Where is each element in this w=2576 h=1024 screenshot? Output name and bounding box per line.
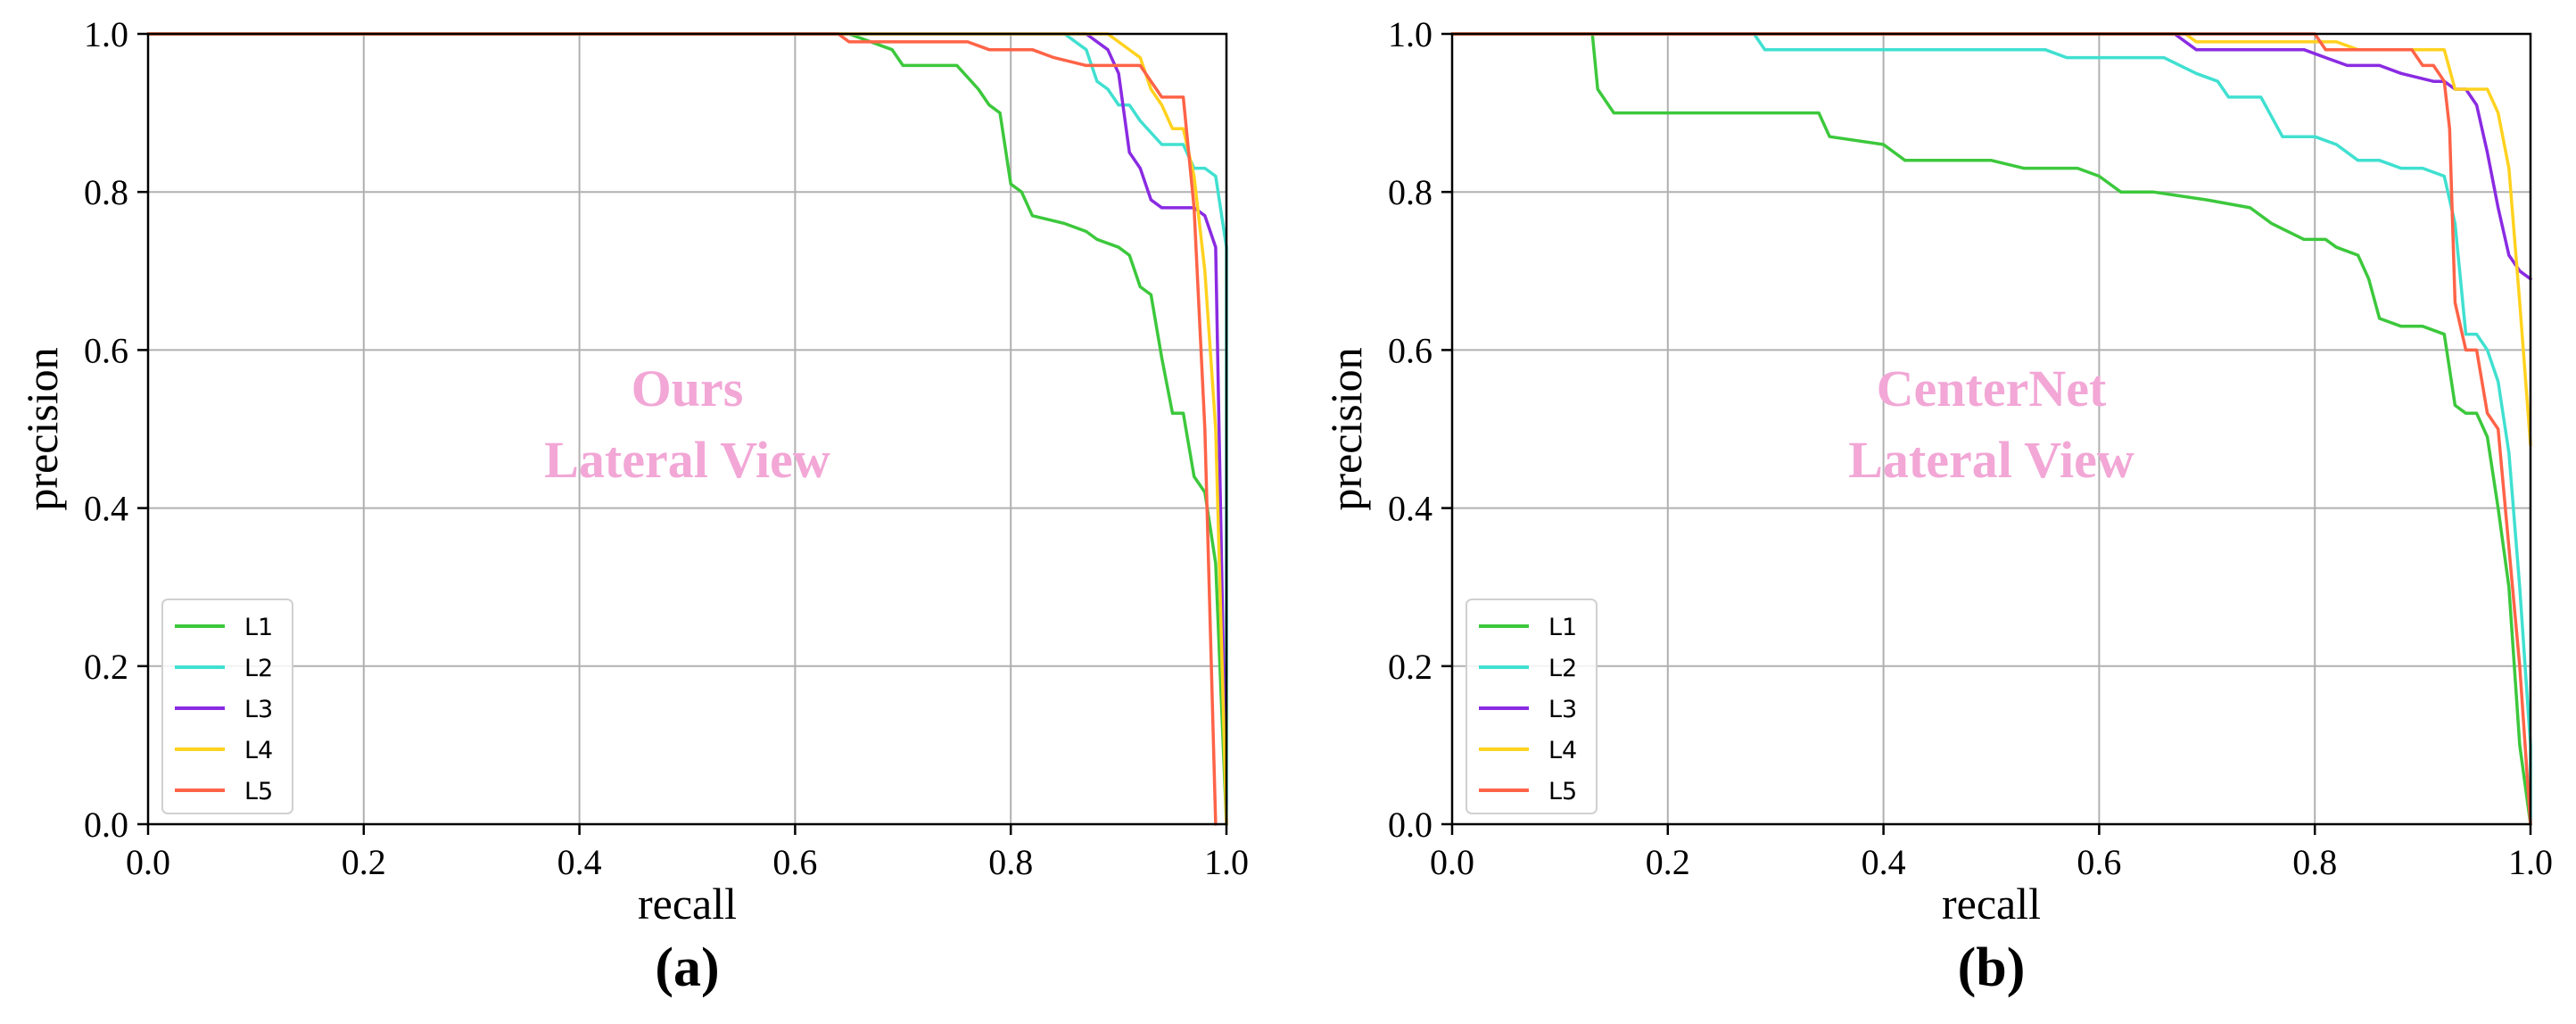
x-tick-label: 0.2 — [1646, 842, 1690, 882]
legend-label: L2 — [244, 655, 273, 682]
x-tick-label: 1.0 — [2508, 842, 2553, 882]
y-tick-label: 0.6 — [84, 330, 128, 370]
legend-label: L3 — [1548, 696, 1577, 723]
legend: L1 L2 L3 L4 L5 — [161, 599, 293, 814]
watermark-text: Lateral View — [1848, 431, 2134, 489]
y-tick-label: 0.6 — [1388, 330, 1432, 370]
series-line-l4 — [1450, 32, 2532, 447]
legend-label: L5 — [244, 778, 273, 805]
y-tick-label: 0.8 — [84, 172, 128, 212]
y-tick-label: 0.2 — [1388, 647, 1432, 687]
y-tick-label: 0.2 — [84, 647, 128, 687]
watermark-text: Lateral View — [544, 431, 830, 489]
x-tick-label: 0.8 — [2292, 842, 2337, 882]
series-line-l4 — [146, 32, 1228, 826]
y-tick-label: 0.4 — [1388, 489, 1432, 529]
legend-label: L1 — [244, 614, 273, 641]
x-tick-label: 0.4 — [1862, 842, 1906, 882]
panel-label: (b) — [1958, 937, 2026, 998]
y-tick-label: 0.0 — [1388, 805, 1432, 845]
y-tick-label: 1.0 — [84, 14, 128, 54]
x-tick-label: 0.4 — [557, 842, 602, 882]
y-tick-label: 0.0 — [84, 805, 128, 845]
x-tick-label: 0.2 — [342, 842, 386, 882]
series-line-l2 — [146, 32, 1228, 826]
y-tick-label: 0.4 — [84, 489, 128, 529]
x-tick-label: 0.8 — [988, 842, 1033, 882]
plot-frame — [146, 32, 1228, 826]
chart-panel-a: Ours Lateral View 0.0 0.2 0.4 0.6 0.8 1.0 0.0 0.2… — [17, 14, 1249, 998]
x-tick-label: 0.6 — [2076, 842, 2121, 882]
legend-box — [161, 599, 293, 814]
legend-label: L4 — [244, 737, 273, 764]
plot-frame — [1450, 32, 2532, 826]
x-axis-label: recall — [638, 879, 737, 929]
series-line-l3 — [146, 32, 1228, 826]
plot-area — [148, 34, 1226, 824]
legend-label: L5 — [1548, 778, 1577, 805]
legend-label: L1 — [1548, 614, 1577, 641]
legend-label: L2 — [1548, 655, 1577, 682]
series-line-l1 — [146, 32, 1228, 826]
watermark-text: Ours — [632, 359, 744, 417]
x-tick-label: 1.0 — [1204, 842, 1249, 882]
series-line-l1 — [1450, 32, 2532, 826]
y-axis-label: precision — [17, 347, 67, 510]
panel-label: (a) — [655, 937, 719, 998]
series-line-l3 — [1450, 32, 2532, 281]
legend-box — [1466, 599, 1598, 814]
x-tick-label: 0.0 — [126, 842, 170, 882]
series-line-l5 — [1450, 32, 2532, 826]
x-tick-label: 0.6 — [772, 842, 817, 882]
legend-label: L3 — [244, 696, 273, 723]
watermark-text: CenterNet — [1877, 359, 2107, 417]
x-tick-label: 0.0 — [1430, 842, 1474, 882]
y-axis-label: precision — [1321, 347, 1371, 510]
legend: L1 L2 L3 L4 L5 — [1466, 599, 1598, 814]
series-line-l5 — [146, 32, 1218, 826]
legend-label: L4 — [1548, 737, 1577, 764]
y-tick-label: 1.0 — [1388, 14, 1432, 54]
x-axis-label: recall — [1942, 879, 2041, 929]
plot-area — [1452, 34, 2531, 824]
chart-panel-b: CenterNet Lateral View 0.0 0.2 0.4 0.6 0.8 1.0 0… — [1321, 14, 2553, 998]
series-line-l2 — [1450, 32, 2532, 826]
y-tick-label: 0.8 — [1388, 172, 1432, 212]
